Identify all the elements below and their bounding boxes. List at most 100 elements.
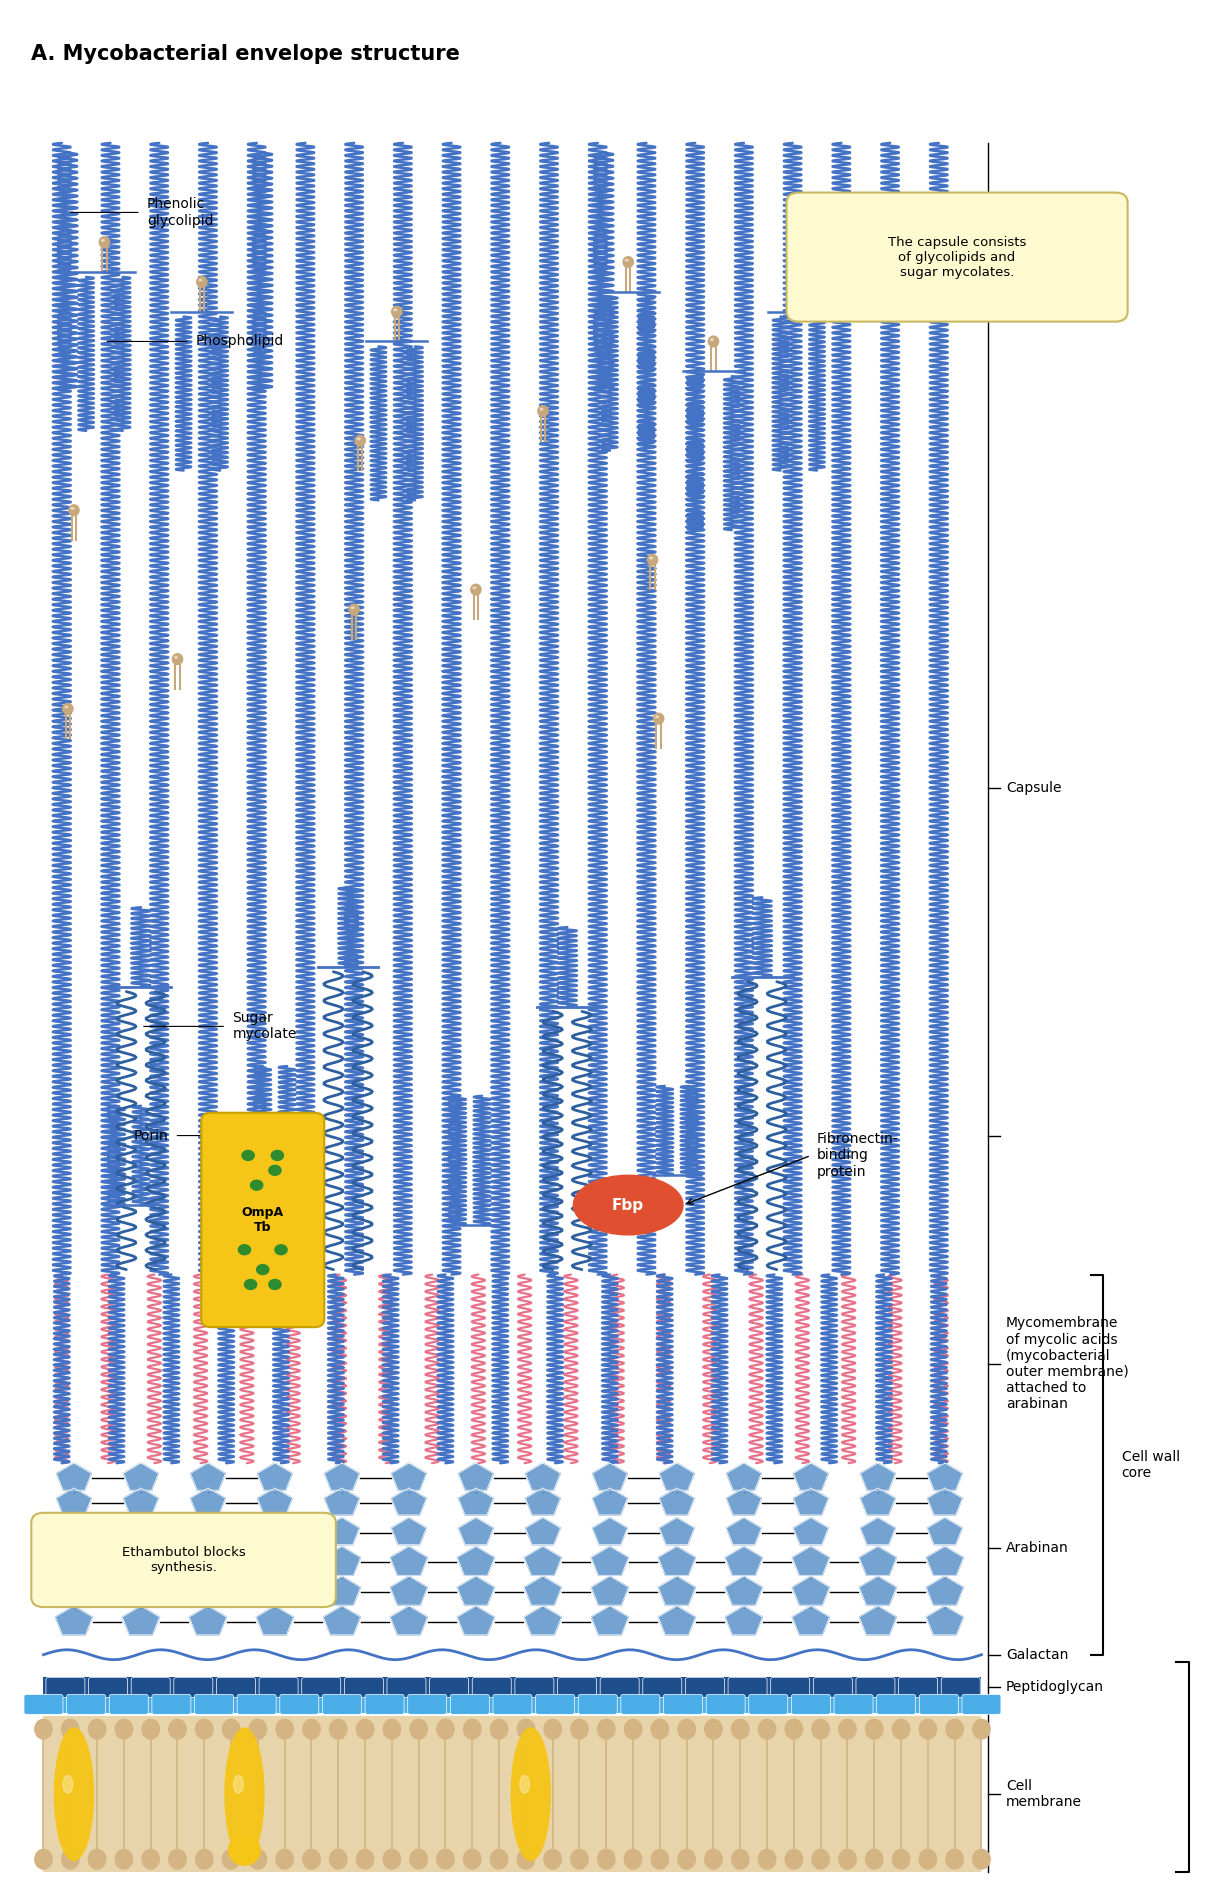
Ellipse shape: [653, 713, 664, 725]
Ellipse shape: [169, 1849, 186, 1868]
Polygon shape: [55, 1547, 92, 1576]
Ellipse shape: [392, 306, 402, 317]
Polygon shape: [458, 1462, 493, 1491]
Ellipse shape: [573, 1176, 683, 1234]
Polygon shape: [257, 1462, 292, 1491]
Polygon shape: [659, 1517, 695, 1545]
Polygon shape: [860, 1489, 896, 1515]
FancyBboxPatch shape: [919, 1695, 958, 1713]
Polygon shape: [860, 1606, 897, 1634]
Polygon shape: [860, 1547, 897, 1576]
Ellipse shape: [356, 1849, 373, 1868]
Polygon shape: [726, 1576, 763, 1606]
Polygon shape: [392, 1489, 426, 1515]
Polygon shape: [256, 1606, 293, 1634]
Polygon shape: [324, 1489, 360, 1515]
Ellipse shape: [471, 585, 480, 594]
FancyBboxPatch shape: [941, 1678, 981, 1698]
Ellipse shape: [570, 1849, 588, 1868]
Text: Cell
membrane: Cell membrane: [1005, 1779, 1082, 1810]
Polygon shape: [57, 1489, 91, 1515]
FancyBboxPatch shape: [685, 1678, 724, 1698]
Ellipse shape: [244, 1279, 256, 1289]
Ellipse shape: [793, 277, 803, 287]
Ellipse shape: [517, 1719, 535, 1740]
Text: Ethambutol blocks
synthesis.: Ethambutol blocks synthesis.: [122, 1545, 245, 1574]
Ellipse shape: [196, 1719, 213, 1740]
Polygon shape: [658, 1576, 695, 1606]
Ellipse shape: [229, 1836, 260, 1864]
Polygon shape: [324, 1462, 360, 1491]
Ellipse shape: [330, 1719, 347, 1740]
Polygon shape: [659, 1462, 695, 1491]
Ellipse shape: [463, 1849, 480, 1868]
Polygon shape: [457, 1576, 494, 1606]
Polygon shape: [391, 1547, 428, 1576]
Ellipse shape: [222, 1849, 240, 1868]
Polygon shape: [392, 1462, 426, 1491]
Polygon shape: [526, 1489, 561, 1515]
Polygon shape: [123, 1489, 159, 1515]
Polygon shape: [257, 1489, 292, 1515]
Polygon shape: [727, 1489, 761, 1515]
FancyBboxPatch shape: [877, 1695, 915, 1713]
Ellipse shape: [250, 1179, 262, 1191]
Ellipse shape: [355, 436, 366, 445]
Ellipse shape: [303, 1849, 320, 1868]
Polygon shape: [457, 1547, 494, 1576]
Ellipse shape: [538, 406, 548, 417]
Polygon shape: [123, 1462, 159, 1491]
FancyBboxPatch shape: [813, 1678, 853, 1698]
FancyBboxPatch shape: [430, 1678, 468, 1698]
Text: The capsule consists
of glycolipids and
sugar mycolates.: The capsule consists of glycolipids and …: [888, 236, 1026, 279]
Polygon shape: [726, 1606, 763, 1634]
Polygon shape: [391, 1606, 428, 1634]
Bar: [43, 1695, 982, 1713]
Ellipse shape: [648, 555, 658, 566]
Polygon shape: [928, 1462, 962, 1491]
Polygon shape: [727, 1462, 761, 1491]
FancyBboxPatch shape: [856, 1678, 894, 1698]
Text: Galactan: Galactan: [1005, 1647, 1068, 1662]
Text: OmpA
Tb: OmpA Tb: [241, 1206, 283, 1234]
Ellipse shape: [705, 1719, 722, 1740]
Ellipse shape: [349, 604, 360, 615]
Ellipse shape: [708, 336, 718, 347]
Ellipse shape: [705, 1849, 722, 1868]
Polygon shape: [57, 1517, 91, 1545]
Ellipse shape: [919, 1849, 936, 1868]
Ellipse shape: [410, 1719, 428, 1740]
Ellipse shape: [973, 1719, 991, 1740]
Ellipse shape: [570, 1719, 588, 1740]
Ellipse shape: [490, 1849, 508, 1868]
Ellipse shape: [785, 1849, 802, 1868]
Ellipse shape: [197, 277, 207, 287]
Polygon shape: [591, 1576, 628, 1606]
Ellipse shape: [275, 1245, 287, 1255]
Ellipse shape: [238, 1245, 250, 1255]
FancyBboxPatch shape: [195, 1695, 234, 1713]
Ellipse shape: [598, 1719, 615, 1740]
Polygon shape: [190, 1576, 227, 1606]
Polygon shape: [122, 1576, 159, 1606]
Ellipse shape: [437, 1849, 455, 1868]
Ellipse shape: [241, 1151, 254, 1161]
Polygon shape: [860, 1576, 897, 1606]
Text: Phenolic
glycolipid: Phenolic glycolipid: [147, 198, 213, 228]
FancyBboxPatch shape: [621, 1695, 660, 1713]
Bar: [43, 1676, 982, 1698]
FancyBboxPatch shape: [536, 1695, 574, 1713]
Ellipse shape: [34, 1719, 52, 1740]
Ellipse shape: [62, 1719, 79, 1740]
Ellipse shape: [625, 1849, 642, 1868]
Ellipse shape: [89, 1849, 106, 1868]
FancyBboxPatch shape: [791, 1695, 830, 1713]
FancyBboxPatch shape: [578, 1695, 617, 1713]
Ellipse shape: [759, 1849, 776, 1868]
Polygon shape: [190, 1606, 227, 1634]
Ellipse shape: [172, 653, 182, 664]
FancyBboxPatch shape: [472, 1678, 511, 1698]
FancyBboxPatch shape: [365, 1695, 404, 1713]
Polygon shape: [256, 1547, 293, 1576]
Polygon shape: [659, 1489, 695, 1515]
